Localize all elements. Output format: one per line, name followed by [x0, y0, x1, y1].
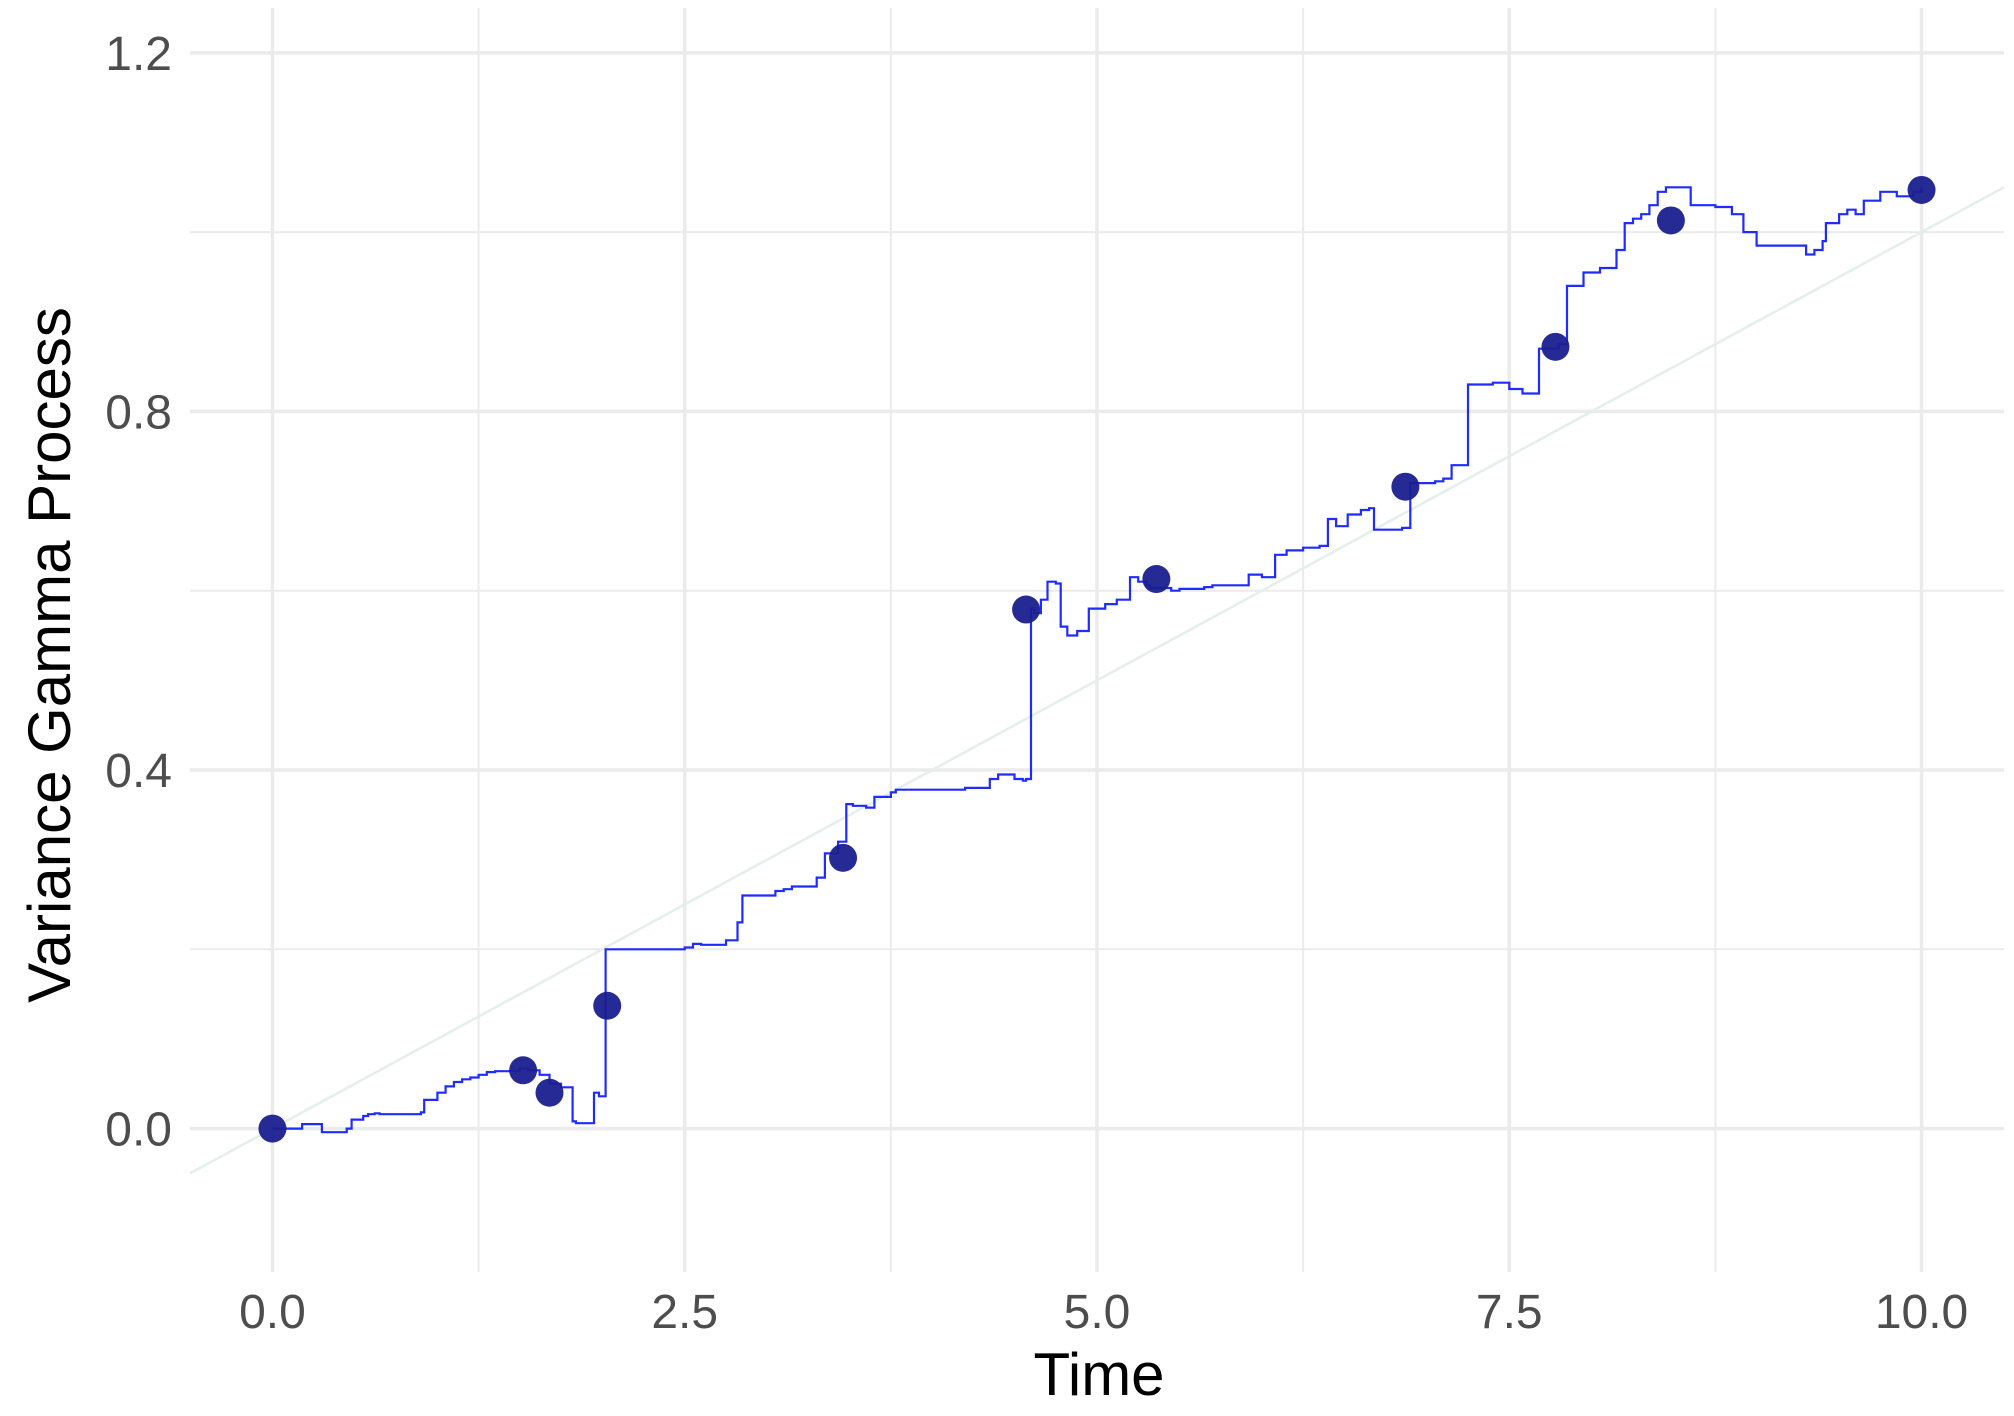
sample-point	[1012, 595, 1041, 624]
x-axis-title: Time	[1033, 1341, 1164, 1408]
sample-point	[1541, 332, 1570, 361]
sample-points-layer	[258, 175, 1936, 1143]
x-tick-label: 7.5	[1476, 1286, 1543, 1339]
sample-point	[1142, 565, 1171, 594]
x-tick-label: 2.5	[651, 1286, 718, 1339]
y-axis-title: Variance Gamma Process	[16, 307, 83, 1003]
sample-point	[1656, 206, 1685, 235]
sample-point	[1907, 175, 1936, 204]
sample-point	[258, 1114, 287, 1143]
sample-point	[1391, 472, 1420, 501]
y-tick-labels: 0.0 0.4 0.8 1.2	[105, 28, 172, 1157]
trend-line-layer	[189, 186, 2005, 1175]
sample-point	[829, 843, 858, 872]
y-tick-label: 0.8	[105, 386, 172, 439]
x-tick-label: 5.0	[1064, 1286, 1131, 1339]
y-tick-label: 1.2	[105, 28, 172, 81]
x-tick-labels: 0.0 2.5 5.0 7.5 10.0	[239, 1286, 1968, 1339]
y-tick-label: 0.4	[105, 745, 172, 798]
sample-point	[593, 991, 622, 1020]
sample-point	[535, 1078, 564, 1107]
grid-lines	[190, 8, 2004, 1272]
sample-point	[509, 1056, 538, 1085]
trend-line	[189, 186, 2005, 1175]
x-tick-label: 10.0	[1875, 1286, 1968, 1339]
x-tick-label: 0.0	[239, 1286, 306, 1339]
y-tick-label: 0.0	[105, 1104, 172, 1157]
